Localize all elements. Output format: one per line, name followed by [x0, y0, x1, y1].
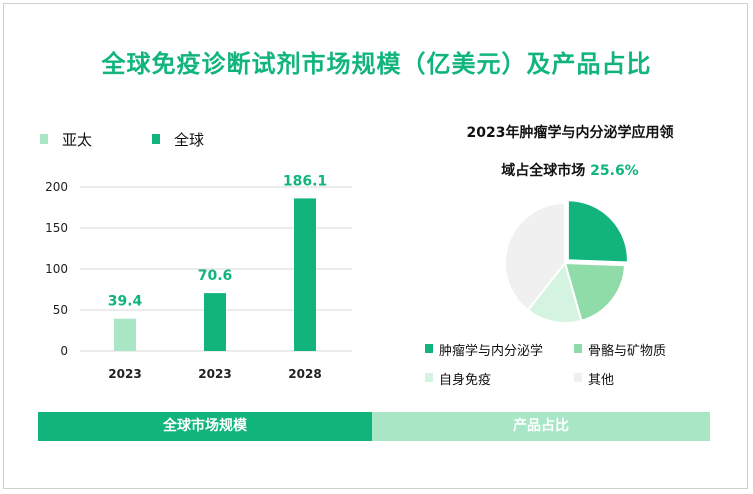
y-tick-label: 100: [45, 262, 68, 276]
legend-label-global: 全球: [174, 131, 205, 149]
pie-legend-label-autoimmune: 自身免疫: [439, 373, 492, 388]
pie-legend-swatch-bone: [574, 344, 582, 353]
y-tick-label: 0: [60, 344, 68, 358]
bar-data-label: 186.1: [283, 173, 327, 189]
pie-slice-other: [504, 201, 566, 312]
x-tick-label: 2023: [198, 367, 231, 381]
pie-slice-bone: [563, 261, 626, 322]
bar-data-label: 70.6: [198, 268, 233, 284]
legend-label-asia-pacific: 亚太: [62, 131, 93, 149]
pie-title-text: 域占全球市场: [501, 163, 586, 179]
legend-swatch-asia-pacific: [40, 134, 48, 144]
pie-title-highlight: 25.6%: [590, 163, 639, 179]
bar: [204, 293, 226, 351]
legend-swatch-global: [152, 134, 160, 144]
bar: [294, 198, 316, 351]
pie-legend-swatch-autoimmune: [425, 373, 433, 382]
bar-data-label: 39.4: [108, 294, 143, 310]
tab-product-share[interactable]: 产品占比: [372, 412, 710, 441]
bar: [114, 318, 136, 351]
pie-legend-label-other: 其他: [588, 373, 615, 388]
chart-title: 全球免疫诊断试剂市场规模（亿美元）及产品占比: [101, 50, 652, 78]
pie-legend-label-bone: 骨骼与矿物质: [588, 344, 667, 359]
pie-legend-swatch-oncology: [425, 344, 433, 353]
pie-slice-autoimmune: [526, 260, 583, 324]
pie-chart: [504, 200, 629, 324]
x-tick-label: 2028: [288, 367, 321, 381]
pie-legend: 肿瘤学与内分泌学 骨骼与矿物质 自身免疫 其他: [425, 340, 725, 390]
pie-legend-label-oncology: 肿瘤学与内分泌学: [439, 344, 544, 359]
y-tick-label: 150: [45, 221, 68, 235]
x-tick-label: 2023: [108, 367, 141, 381]
bar-chart: 0 50 100 150 200 39.4 2023 70.6 2023 186.1 2028: [45, 173, 352, 381]
pie-title-line1: 2023年肿瘤学与内分泌学应用领: [466, 125, 674, 141]
pie-title-line2: 域占全球市场 25.6%: [425, 160, 715, 180]
pie-slice-oncology: [566, 200, 629, 264]
tab-bar: 全球市场规模 产品占比: [38, 412, 710, 441]
pie-legend-swatch-other: [574, 373, 582, 382]
y-tick-label: 200: [45, 180, 68, 194]
y-tick-label: 50: [53, 303, 68, 317]
tab-global-market-size[interactable]: 全球市场规模: [38, 412, 372, 441]
